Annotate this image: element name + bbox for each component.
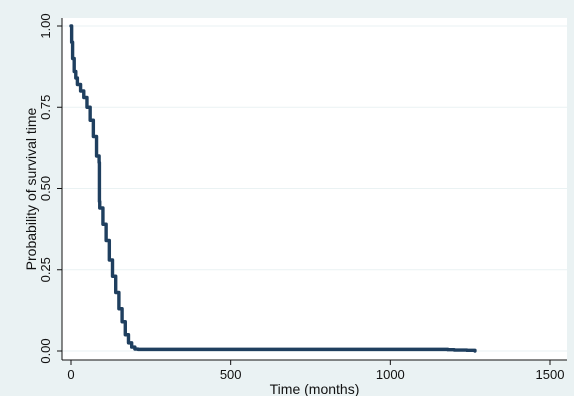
y-tick-label: 0.50 <box>38 176 53 201</box>
x-tick-label: 500 <box>220 367 242 382</box>
y-axis-title: Probability of survival time <box>23 107 39 270</box>
ticks-layer: 0.00 0.25 0.50 0.75 1.00 0 500 1000 1500 <box>38 13 564 382</box>
x-tick-label: 0 <box>67 367 74 382</box>
y-tick-label: 0.00 <box>38 338 53 363</box>
y-tick-label: 0.25 <box>38 257 53 282</box>
x-tick-label: 1000 <box>376 367 405 382</box>
series-layer <box>69 24 477 353</box>
x-tick-label: 1500 <box>536 367 565 382</box>
survival-curve <box>69 24 477 353</box>
x-axis-title: Time (months) <box>270 381 360 396</box>
y-tick-label: 0.75 <box>38 95 53 120</box>
y-tick-label: 1.00 <box>38 13 53 38</box>
